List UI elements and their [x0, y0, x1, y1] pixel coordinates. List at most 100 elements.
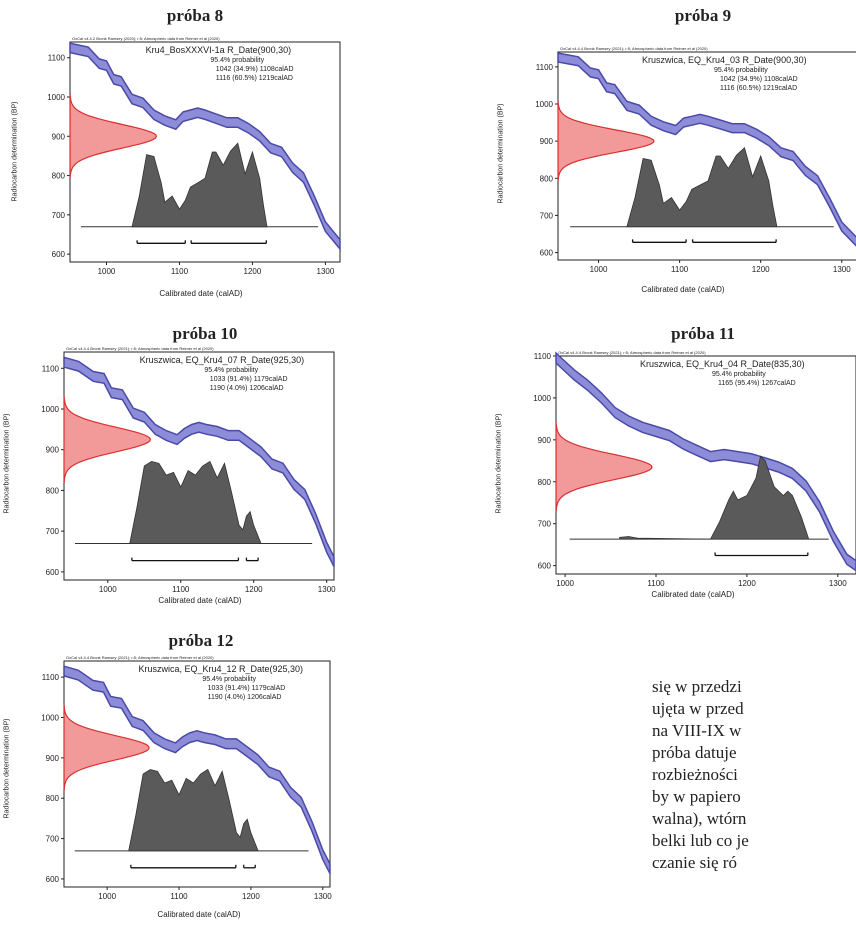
likelihood-distribution	[63, 704, 150, 791]
x-tick-label: 1100	[671, 265, 689, 274]
chart-plot: 600 700 800 900 1000 1100 1000 1100 1200 1300 OxCa…	[535, 46, 856, 274]
y-tick-label: 800	[538, 478, 552, 487]
y-tick-label: 1000	[47, 93, 65, 102]
y-tick-label: 900	[538, 436, 552, 445]
text-line: ujęta w przed	[652, 699, 744, 718]
posterior-distribution	[626, 146, 778, 228]
y-tick-label: 1100	[42, 673, 60, 682]
x-tick-label: 1000	[590, 265, 608, 274]
y-tick-label: 800	[540, 174, 554, 183]
credit-text: OxCal v4.4.2 Bronk Ramsey (2020); r:5; A…	[72, 36, 220, 41]
chart-panel-proba-8: próba 8 Radiocarbon determination (BP) C…	[0, 0, 350, 305]
credit-text: OxCal v4.4.4 Bronk Ramsey (2021); r:5; A…	[66, 346, 214, 351]
x-tick-label: 1300	[829, 579, 847, 588]
chart-title: próba 10	[172, 324, 238, 343]
y-tick-label: 600	[46, 568, 60, 577]
chart-plot: 600 700 800 900 1000 1100 1000 1100 1200 1300 OxCa…	[47, 36, 341, 276]
y-tick-label: 700	[46, 527, 60, 536]
text-line: rozbieżności	[652, 765, 738, 784]
y-tick-label: 1100	[48, 54, 66, 63]
likelihood-distribution	[555, 422, 653, 512]
y-tick-label: 800	[52, 172, 66, 181]
chart-panel-proba-11: próba 11 Radiocarbon determination (BP) …	[490, 320, 856, 610]
range-label: 1042 (34.9%) 1108calAD	[720, 76, 798, 83]
probability-label: 95.4% probability	[204, 367, 258, 374]
y-tick-label: 1100	[534, 352, 552, 361]
range-label: 1190 (4.0%) 1206calAD	[208, 694, 282, 701]
x-axis-label: Calibrated date (calAD)	[158, 596, 242, 605]
chart-panel-proba-10: próba 10 Radiocarbon determination (BP) …	[0, 320, 350, 610]
text-line: belki lub co je	[652, 831, 749, 850]
chart-plot: 600 700 800 900 1000 1100 1000 1100 1200 1300 OxCa…	[533, 350, 856, 588]
x-tick-label: 1200	[245, 585, 263, 594]
y-tick-label: 1000	[41, 405, 59, 414]
x-tick-label: 1200	[752, 265, 770, 274]
x-tick-label: 1000	[98, 267, 116, 276]
y-tick-label: 800	[46, 486, 60, 495]
x-axis-label: Calibrated date (calAD)	[641, 285, 725, 294]
range-label: 1042 (34.9%) 1108calAD	[216, 66, 294, 73]
text-line: się w przedzi	[652, 677, 742, 696]
y-tick-label: 900	[540, 137, 554, 146]
y-tick-label: 700	[540, 211, 554, 220]
chart-title: próba 11	[671, 324, 735, 343]
calibration-curve	[69, 42, 341, 252]
y-tick-label: 1000	[533, 394, 551, 403]
y-tick-label: 900	[46, 446, 60, 455]
range-label: 1116 (60.5%) 1219calAD	[216, 75, 293, 82]
sample-label: Kru4_BosXXXVI-1a R_Date(900,30)	[146, 45, 292, 55]
x-tick-label: 1100	[647, 579, 665, 588]
range-label: 1116 (60.5%) 1219calAD	[720, 85, 797, 92]
y-tick-label: 600	[538, 562, 552, 571]
y-tick-label: 600	[46, 875, 60, 884]
x-tick-label: 1100	[172, 585, 190, 594]
x-tick-label: 1000	[99, 585, 117, 594]
y-tick-label: 1000	[41, 714, 59, 723]
text-line: walna), wtórn	[652, 809, 747, 828]
probability-label: 95.4% probability	[712, 371, 766, 378]
likelihood-distribution	[63, 396, 152, 483]
range-label: 1165 (95.4%) 1267calAD	[718, 380, 796, 387]
calibration-curve	[63, 665, 331, 875]
x-tick-label: 1000	[98, 892, 116, 901]
x-tick-label: 1000	[556, 579, 574, 588]
chart-panel-proba-12: próba 12 Radiocarbon determination (BP) …	[0, 625, 350, 925]
y-tick-label: 700	[538, 520, 552, 529]
y-tick-label: 900	[52, 132, 66, 141]
x-tick-label: 1300	[318, 585, 336, 594]
x-axis-label: Calibrated date (calAD)	[651, 590, 735, 599]
text-line: by w papiero	[652, 787, 741, 806]
chart-plot: 600 700 800 900 1000 1100 1000 1100 1200 1300 OxCa…	[41, 346, 336, 594]
credit-text: OxCal v4.4.4 Bronk Ramsey (2021); r:5; A…	[558, 350, 706, 355]
text-line: na VIII-IX w	[652, 721, 742, 740]
y-tick-label: 600	[540, 249, 554, 258]
probability-label: 95.4% probability	[202, 676, 256, 683]
text-line: próba datuje	[652, 743, 737, 762]
y-tick-label: 600	[52, 250, 66, 259]
y-tick-label: 1000	[535, 100, 553, 109]
calibration-curve	[555, 351, 856, 572]
x-tick-label: 1200	[738, 579, 756, 588]
y-tick-label: 700	[46, 835, 60, 844]
calibration-curve	[557, 52, 856, 247]
x-tick-label: 1300	[833, 265, 851, 274]
range-label: 1033 (91.4%) 1179calAD	[208, 685, 286, 692]
text-line: czanie się ró	[652, 853, 737, 872]
credit-text: OxCal v4.4.4 Bronk Ramsey (2021); r:5; A…	[66, 655, 214, 660]
x-tick-label: 1300	[317, 267, 335, 276]
likelihood-distribution	[69, 94, 158, 179]
sample-label: Kruszwica, EQ_Kru4_12 R_Date(925,30)	[138, 664, 303, 674]
y-tick-label: 1100	[536, 63, 554, 72]
x-tick-label: 1200	[244, 267, 262, 276]
chart-title: próba 12	[168, 631, 234, 650]
x-tick-label: 1100	[171, 267, 189, 276]
chart-panel-proba-9: próba 9 Radiocarbon determination (BP) C…	[490, 0, 856, 305]
chart-plot: 600 700 800 900 1000 1100 1000 1100 1200 1300 OxCa…	[41, 655, 332, 901]
y-tick-label: 800	[46, 794, 60, 803]
range-label: 1033 (91.4%) 1179calAD	[210, 376, 288, 383]
plot-frame	[63, 660, 331, 888]
x-tick-label: 1100	[170, 892, 188, 901]
chart-title: próba 9	[674, 6, 732, 25]
sample-label: Kruszwica, EQ_Kru4_03 R_Date(900,30)	[642, 55, 807, 65]
y-tick-label: 1100	[42, 364, 60, 373]
